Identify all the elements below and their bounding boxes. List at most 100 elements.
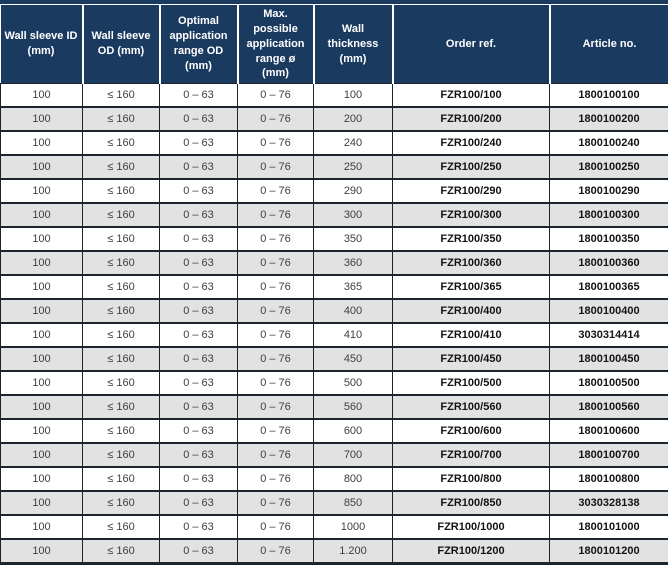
table-cell-wall_thickness: 200 [314,107,393,131]
table-cell-optimal_application_range_od: 0 – 63 [160,299,238,323]
table-cell-optimal_application_range_od: 0 – 63 [160,107,238,131]
table-cell-optimal_application_range_od: 0 – 63 [160,539,238,564]
table-cell-optimal_application_range_od: 0 – 63 [160,371,238,395]
table-cell-wall_sleeve_od: ≤ 160 [83,539,160,564]
table-cell-wall_sleeve_id: 100 [1,155,83,179]
table-cell-max_possible_application_range: 0 – 76 [238,371,314,395]
table-cell-max_possible_application_range: 0 – 76 [238,323,314,347]
table-cell-order_ref: FZR100/360 [393,251,550,275]
table-cell-order_ref: FZR100/700 [393,443,550,467]
table-cell-wall_sleeve_id: 100 [1,419,83,443]
table-cell-article_no: 1800101000 [550,515,668,539]
table-cell-article_no: 1800100360 [550,251,668,275]
table-cell-max_possible_application_range: 0 – 76 [238,419,314,443]
table-cell-wall_sleeve_od: ≤ 160 [83,299,160,323]
table-cell-max_possible_application_range: 0 – 76 [238,179,314,203]
table-cell-wall_sleeve_od: ≤ 160 [83,107,160,131]
table-cell-article_no: 1800100200 [550,107,668,131]
table-cell-article_no: 1800100600 [550,419,668,443]
table-cell-order_ref: FZR100/200 [393,107,550,131]
table-cell-wall_sleeve_id: 100 [1,539,83,564]
table-cell-order_ref: FZR100/410 [393,323,550,347]
table-cell-max_possible_application_range: 0 – 76 [238,347,314,371]
table-cell-order_ref: FZR100/350 [393,227,550,251]
table-cell-max_possible_application_range: 0 – 76 [238,491,314,515]
table-cell-wall_thickness: 450 [314,347,393,371]
table-cell-max_possible_application_range: 0 – 76 [238,539,314,564]
table-cell-wall_thickness: 400 [314,299,393,323]
table-cell-wall_sleeve_id: 100 [1,107,83,131]
table-cell-max_possible_application_range: 0 – 76 [238,131,314,155]
table-cell-optimal_application_range_od: 0 – 63 [160,275,238,299]
table-cell-wall_thickness: 300 [314,203,393,227]
table-cell-order_ref: FZR100/250 [393,155,550,179]
table-cell-optimal_application_range_od: 0 – 63 [160,419,238,443]
table-cell-article_no: 1800100240 [550,131,668,155]
table-cell-max_possible_application_range: 0 – 76 [238,155,314,179]
table-cell-wall_thickness: 250 [314,155,393,179]
table-cell-wall_sleeve_od: ≤ 160 [83,515,160,539]
table-cell-max_possible_application_range: 0 – 76 [238,443,314,467]
table-cell-wall_sleeve_od: ≤ 160 [83,275,160,299]
table-cell-wall_sleeve_od: ≤ 160 [83,443,160,467]
table-cell-wall_sleeve_id: 100 [1,299,83,323]
table-cell-order_ref: FZR100/1000 [393,515,550,539]
table-cell-max_possible_application_range: 0 – 76 [238,515,314,539]
header-cell-order_ref: Order ref. [393,5,550,84]
table-cell-optimal_application_range_od: 0 – 63 [160,155,238,179]
table-cell-wall_sleeve_od: ≤ 160 [83,323,160,347]
table-cell-wall_sleeve_id: 100 [1,515,83,539]
table-top-border [0,0,668,4]
table-cell-wall_sleeve_od: ≤ 160 [83,395,160,419]
table-cell-article_no: 1800100350 [550,227,668,251]
table-cell-article_no: 1800100100 [550,84,668,108]
table-cell-wall_sleeve_id: 100 [1,179,83,203]
table-cell-wall_sleeve_od: ≤ 160 [83,155,160,179]
table-cell-wall_sleeve_od: ≤ 160 [83,251,160,275]
table-cell-article_no: 3030328138 [550,491,668,515]
table-cell-article_no: 1800100250 [550,155,668,179]
table-cell-article_no: 1800100365 [550,275,668,299]
header-cell-wall_thickness: Wall thickness (mm) [314,5,393,84]
table-cell-article_no: 1800100400 [550,299,668,323]
table-cell-wall_thickness: 290 [314,179,393,203]
table-cell-optimal_application_range_od: 0 – 63 [160,491,238,515]
table-cell-wall_thickness: 600 [314,419,393,443]
table-cell-order_ref: FZR100/300 [393,203,550,227]
table-cell-wall_sleeve_od: ≤ 160 [83,491,160,515]
table-cell-wall_thickness: 850 [314,491,393,515]
table-cell-wall_thickness: 360 [314,251,393,275]
header-cell-optimal_application_range_od: Optimal application range OD (mm) [160,5,238,84]
table-cell-wall_sleeve_id: 100 [1,443,83,467]
table-cell-order_ref: FZR100/240 [393,131,550,155]
table-cell-article_no: 3030314414 [550,323,668,347]
table-cell-wall_thickness: 365 [314,275,393,299]
table-cell-wall_sleeve_od: ≤ 160 [83,131,160,155]
table-cell-wall_thickness: 560 [314,395,393,419]
table-cell-article_no: 1800100560 [550,395,668,419]
table-cell-max_possible_application_range: 0 – 76 [238,299,314,323]
table-cell-optimal_application_range_od: 0 – 63 [160,467,238,491]
table-cell-article_no: 1800100290 [550,179,668,203]
table-cell-wall_thickness: 1000 [314,515,393,539]
table-cell-order_ref: FZR100/500 [393,371,550,395]
header-cell-wall_sleeve_od: Wall sleeve OD (mm) [83,5,160,84]
table-cell-article_no: 1800100500 [550,371,668,395]
table-cell-optimal_application_range_od: 0 – 63 [160,251,238,275]
table-cell-wall_sleeve_id: 100 [1,251,83,275]
